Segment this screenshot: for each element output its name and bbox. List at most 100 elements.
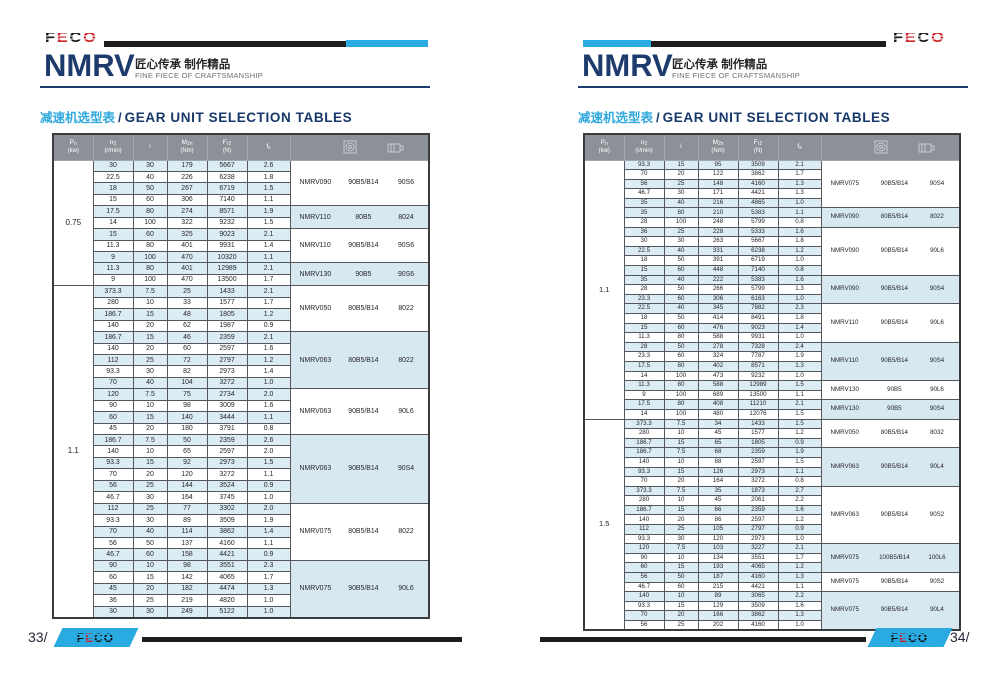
motor-type: 90S4 <box>929 179 945 187</box>
table-row: 17.5 80 402 8571 1.3 <box>584 360 960 372</box>
value-cell: 7.5 <box>663 485 699 497</box>
value-cell: 70 <box>92 376 134 390</box>
value-cell: 480 <box>697 408 739 420</box>
value-cell: 15 <box>92 228 134 241</box>
value-cell: 2597 <box>737 456 779 468</box>
motor-type: 90S6 <box>397 179 415 187</box>
motor-type: 90L6 <box>930 386 944 393</box>
value-cell: 2.0 <box>246 445 291 458</box>
value-cell: 60 <box>663 293 699 305</box>
table-row: 93.3 30 82 2973 1.4 <box>53 365 429 378</box>
flange-type: 90B5/B14 <box>880 318 908 326</box>
value-cell: 60 <box>623 562 665 574</box>
value-cell: 5122 <box>206 605 248 619</box>
value-cell: 25 <box>663 178 699 190</box>
value-cell: 100 <box>132 273 168 287</box>
value-cell: 30 <box>663 236 699 247</box>
value-cell: 14 <box>623 408 665 420</box>
table-row: 140 10 88 2597 1.5 <box>584 456 960 468</box>
value-cell: 345 <box>697 303 739 314</box>
value-cell: 1.6 <box>777 504 822 516</box>
flange-type: 90B5/B14 <box>880 179 908 187</box>
gearbox-model: NMRV075 <box>830 553 859 561</box>
value-cell: 6163 <box>737 293 779 305</box>
value-cell: 3272 <box>206 376 248 390</box>
motor-type: 8022 <box>398 305 414 313</box>
value-cell: 1.9 <box>246 514 291 527</box>
gearbox-model: NMRV075 <box>830 577 859 585</box>
value-cell: 12989 <box>737 380 779 391</box>
value-cell: 2359 <box>737 504 779 516</box>
table-row: 46.7 30 164 3745 1.0 <box>53 491 429 504</box>
table-row: 30 30 249 5122 1.0 <box>53 605 429 619</box>
value-cell: 62 <box>166 319 208 333</box>
value-cell: 2973 <box>737 533 779 545</box>
value-cell: 1.0 <box>246 594 291 607</box>
value-cell: 17.5 <box>623 399 665 410</box>
value-cell: 5383 <box>737 274 779 286</box>
value-cell: 60 <box>132 193 168 207</box>
value-cell: 30 <box>132 365 168 378</box>
value-cell: 17.5 <box>92 205 134 218</box>
value-cell: 13500 <box>206 273 248 287</box>
value-cell: 1.5 <box>777 456 822 468</box>
value-cell: 90 <box>92 399 134 413</box>
table-row: 14 100 322 9232 1.5 <box>53 216 429 230</box>
gearbox-model: NMRV063 <box>299 408 332 415</box>
value-cell: 2359 <box>737 447 779 458</box>
col-model <box>820 133 961 161</box>
value-cell: 13500 <box>737 389 779 401</box>
flange-type: 90B5/B14 <box>880 357 908 365</box>
value-cell: 14 <box>92 216 134 230</box>
value-cell: 15 <box>92 193 134 207</box>
value-cell: 0.9 <box>246 548 291 561</box>
value-cell: 1.5 <box>246 182 291 195</box>
value-cell: 30 <box>92 159 134 172</box>
value-cell: 1.8 <box>246 170 291 184</box>
value-cell: 1.1 <box>246 468 291 481</box>
table-row: 35 80 210 5383 1.1 NMRV090 80B5/B14 8022 <box>584 207 961 228</box>
model-group-cell: NMRV110 90B5/B14 90S4 <box>820 341 961 382</box>
value-cell: 373.3 <box>92 285 134 298</box>
value-cell: 15 <box>132 456 168 470</box>
value-cell: 2973 <box>737 466 779 478</box>
value-cell: 15 <box>132 331 168 344</box>
value-cell: 4065 <box>737 562 779 574</box>
value-cell: 40 <box>132 376 168 390</box>
tagline-en: FINE FIECE OF CRAFTSMANSHIP <box>135 71 264 80</box>
value-cell: 90 <box>623 552 665 564</box>
value-cell: 1.4 <box>246 239 291 253</box>
gearbox-model: NMRV050 <box>299 305 332 313</box>
value-cell: 56 <box>623 178 665 190</box>
table-row: 36 25 219 4820 1.0 <box>53 594 429 607</box>
value-cell: 10 <box>663 456 699 468</box>
value-cell: 60 <box>92 411 134 424</box>
value-cell: 180 <box>166 422 208 436</box>
table-row: 11.3 80 588 12989 1.5 NMRV130 90B5 90L6 <box>584 380 961 401</box>
value-cell: 82 <box>166 365 208 378</box>
value-cell: 402 <box>697 360 739 372</box>
value-cell: 17.5 <box>623 360 665 372</box>
section-title-en: GEAR UNIT SELECTION TABLES <box>662 110 891 125</box>
value-cell: 20 <box>663 514 699 526</box>
table-row: 70 20 166 3862 1.3 <box>584 610 960 621</box>
model-group-cell: NMRV090 90B5/B14 90S6 <box>289 159 430 207</box>
value-cell: 8571 <box>206 205 248 218</box>
value-cell: 401 <box>166 262 208 275</box>
value-cell: 7140 <box>737 265 779 276</box>
flange-type: 90B5 <box>887 405 902 413</box>
value-cell: 30 <box>132 514 168 527</box>
value-cell: 186.7 <box>92 331 134 344</box>
value-cell: 25 <box>663 620 699 631</box>
value-cell: 1.2 <box>246 308 291 321</box>
table-row: 11.3 80 401 12989 2.1 NMRV130 90B5 90S6 <box>53 262 430 287</box>
value-cell: 4474 <box>206 582 248 596</box>
value-cell: 448 <box>697 265 739 276</box>
table-row: 14 100 473 9232 1.0 <box>584 370 960 382</box>
value-cell: 140 <box>623 456 665 468</box>
value-cell: 40 <box>663 245 699 257</box>
value-cell: 274 <box>166 205 208 218</box>
value-cell: 14 <box>623 370 665 382</box>
value-cell: 1.5 <box>777 418 822 430</box>
feco-logo: FECO <box>45 29 98 46</box>
